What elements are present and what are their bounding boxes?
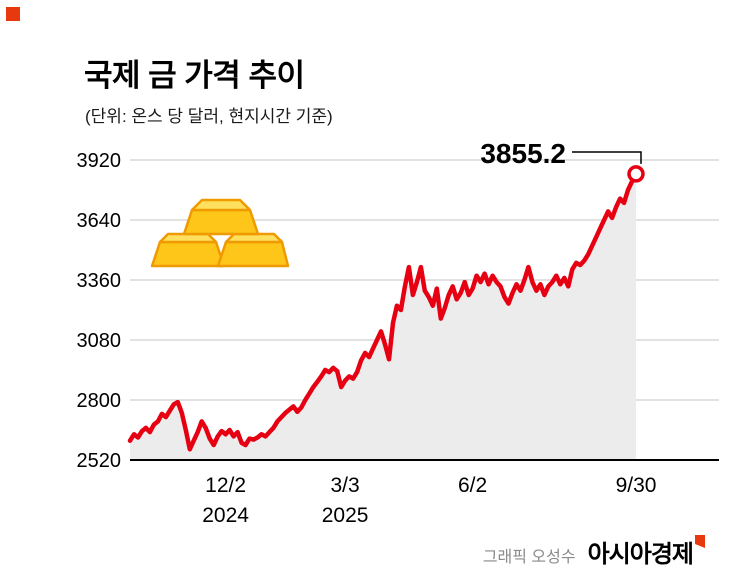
red-corner-mark — [6, 7, 20, 21]
unit-note: (단위: 온스 당 달러, 현지시간 기준) — [85, 107, 333, 126]
svg-text:3920: 3920 — [77, 150, 122, 172]
gold-price-line-chart: 3920 3640 3360 3080 2800 2520 12/2 2024 3/3 2025 6… — [77, 138, 719, 527]
publisher-logo-text: 아시아경제 — [587, 541, 694, 568]
graphic-credit: 그래픽 오성수 — [482, 549, 576, 566]
page-title: 국제 금 가격 추이 — [84, 58, 305, 93]
footer: 그래픽 오성수 아시아경제 — [483, 534, 705, 569]
svg-text:3855.2: 3855.2 — [480, 138, 566, 169]
publisher-logo-flag-icon — [695, 535, 705, 548]
svg-text:3080: 3080 — [77, 330, 122, 352]
svg-text:2025: 2025 — [322, 504, 369, 527]
gold-bars-icon — [150, 198, 290, 268]
svg-text:12/2: 12/2 — [205, 474, 246, 497]
publisher-logo: 아시아경제 — [588, 534, 705, 569]
svg-text:3360: 3360 — [77, 270, 122, 292]
svg-text:2024: 2024 — [202, 504, 249, 527]
svg-text:6/2: 6/2 — [458, 474, 487, 497]
svg-text:2520: 2520 — [77, 450, 122, 472]
svg-text:2800: 2800 — [77, 390, 122, 412]
svg-text:3640: 3640 — [77, 210, 122, 232]
svg-text:9/30: 9/30 — [616, 474, 657, 497]
svg-text:3/3: 3/3 — [330, 474, 359, 497]
